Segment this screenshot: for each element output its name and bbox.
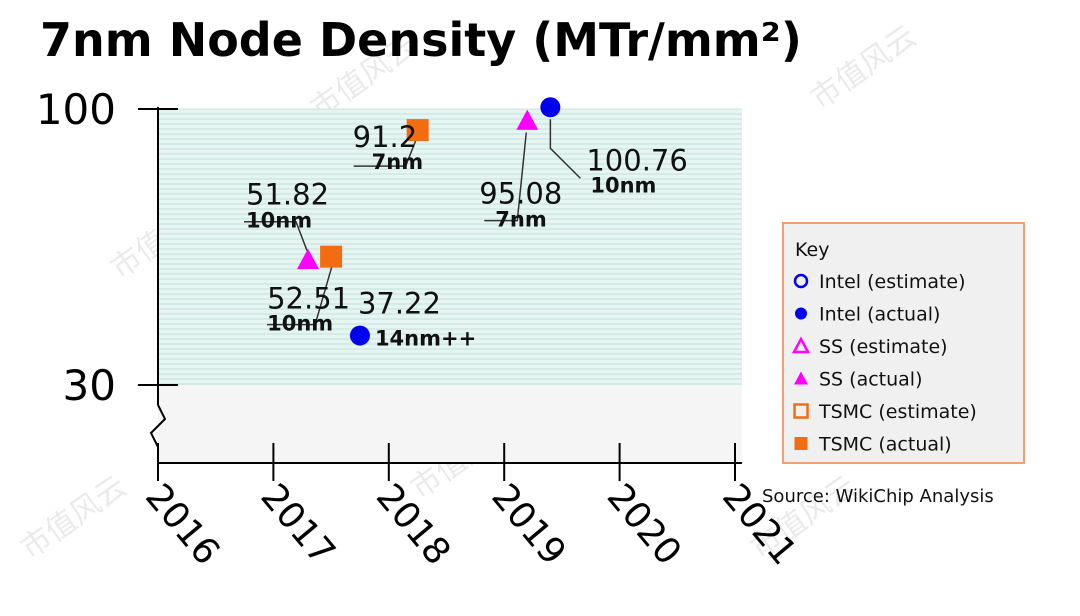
legend-box	[782, 222, 1025, 464]
ss-point	[297, 248, 320, 270]
legend-marker-circle	[793, 273, 809, 289]
node-label: 7nm	[372, 150, 423, 174]
lower-band	[158, 385, 742, 463]
label-connector	[267, 265, 333, 326]
source-note: Source: WikiChip Analysis	[762, 486, 994, 507]
node-label: 7nm	[495, 208, 546, 232]
legend: Key Intel (estimate) Intel (actual) SS (es…	[782, 222, 1025, 464]
x-tick-label: 2019	[483, 476, 573, 573]
value-label: 91.2	[353, 120, 418, 154]
legend-marker-triangle	[791, 336, 811, 354]
legend-marker-square	[793, 403, 809, 419]
legend-label: TSMC (actual)	[818, 434, 952, 456]
legend-title: Key	[795, 239, 829, 261]
x-tick-label: 2017	[253, 476, 343, 573]
legend-entries: Intel (estimate) Intel (actual) SS (estima…	[791, 271, 977, 456]
intel-point	[540, 97, 561, 118]
label-connector	[484, 132, 528, 222]
value-label: 95.08	[479, 177, 562, 211]
value-label: 51.82	[246, 178, 329, 212]
data-points	[297, 97, 561, 346]
node-label: 14nm++	[375, 327, 476, 351]
legend-label: SS (actual)	[819, 369, 923, 391]
value-label: 52.51	[267, 282, 350, 316]
x-tick-label: 2020	[599, 476, 689, 573]
legend-label: SS (estimate)	[819, 336, 948, 358]
y-axis-break	[149, 404, 167, 448]
value-label: 37.22	[358, 287, 441, 321]
y-tick-label: 30	[63, 361, 116, 410]
x-tick-label: 2016	[137, 476, 227, 573]
tsmc-point	[320, 245, 343, 268]
ss-point	[516, 109, 539, 130]
legend-label: TSMC (estimate)	[818, 401, 977, 423]
legend-label: Intel (actual)	[819, 304, 940, 326]
intel-point	[349, 325, 370, 346]
data-labels: 91.27nm51.8210nm52.5110nm37.2214nm++95.0…	[246, 120, 688, 350]
legend-marker-circle	[795, 307, 807, 320]
svg-text:市值风云: 市值风云	[15, 469, 133, 566]
svg-text:市值风云: 市值风云	[805, 19, 923, 116]
legend-label: Intel (estimate)	[819, 271, 966, 293]
plot-area	[158, 108, 742, 463]
label-connectors	[244, 119, 581, 326]
value-label: 100.76	[586, 143, 687, 177]
node-label: 10nm	[267, 312, 333, 336]
legend-marker-square	[794, 437, 808, 450]
label-connector	[353, 137, 418, 167]
node-label: 10nm	[590, 173, 656, 197]
tsmc-point	[406, 119, 429, 142]
label-connector	[244, 220, 308, 251]
node-label: 10nm	[246, 209, 312, 233]
chart-title: 7nm Node Density (MTr/mm²)	[40, 13, 802, 67]
label-connector	[549, 119, 581, 179]
legend-marker-triangle	[794, 371, 808, 385]
y-tick-label: 100	[36, 85, 116, 134]
